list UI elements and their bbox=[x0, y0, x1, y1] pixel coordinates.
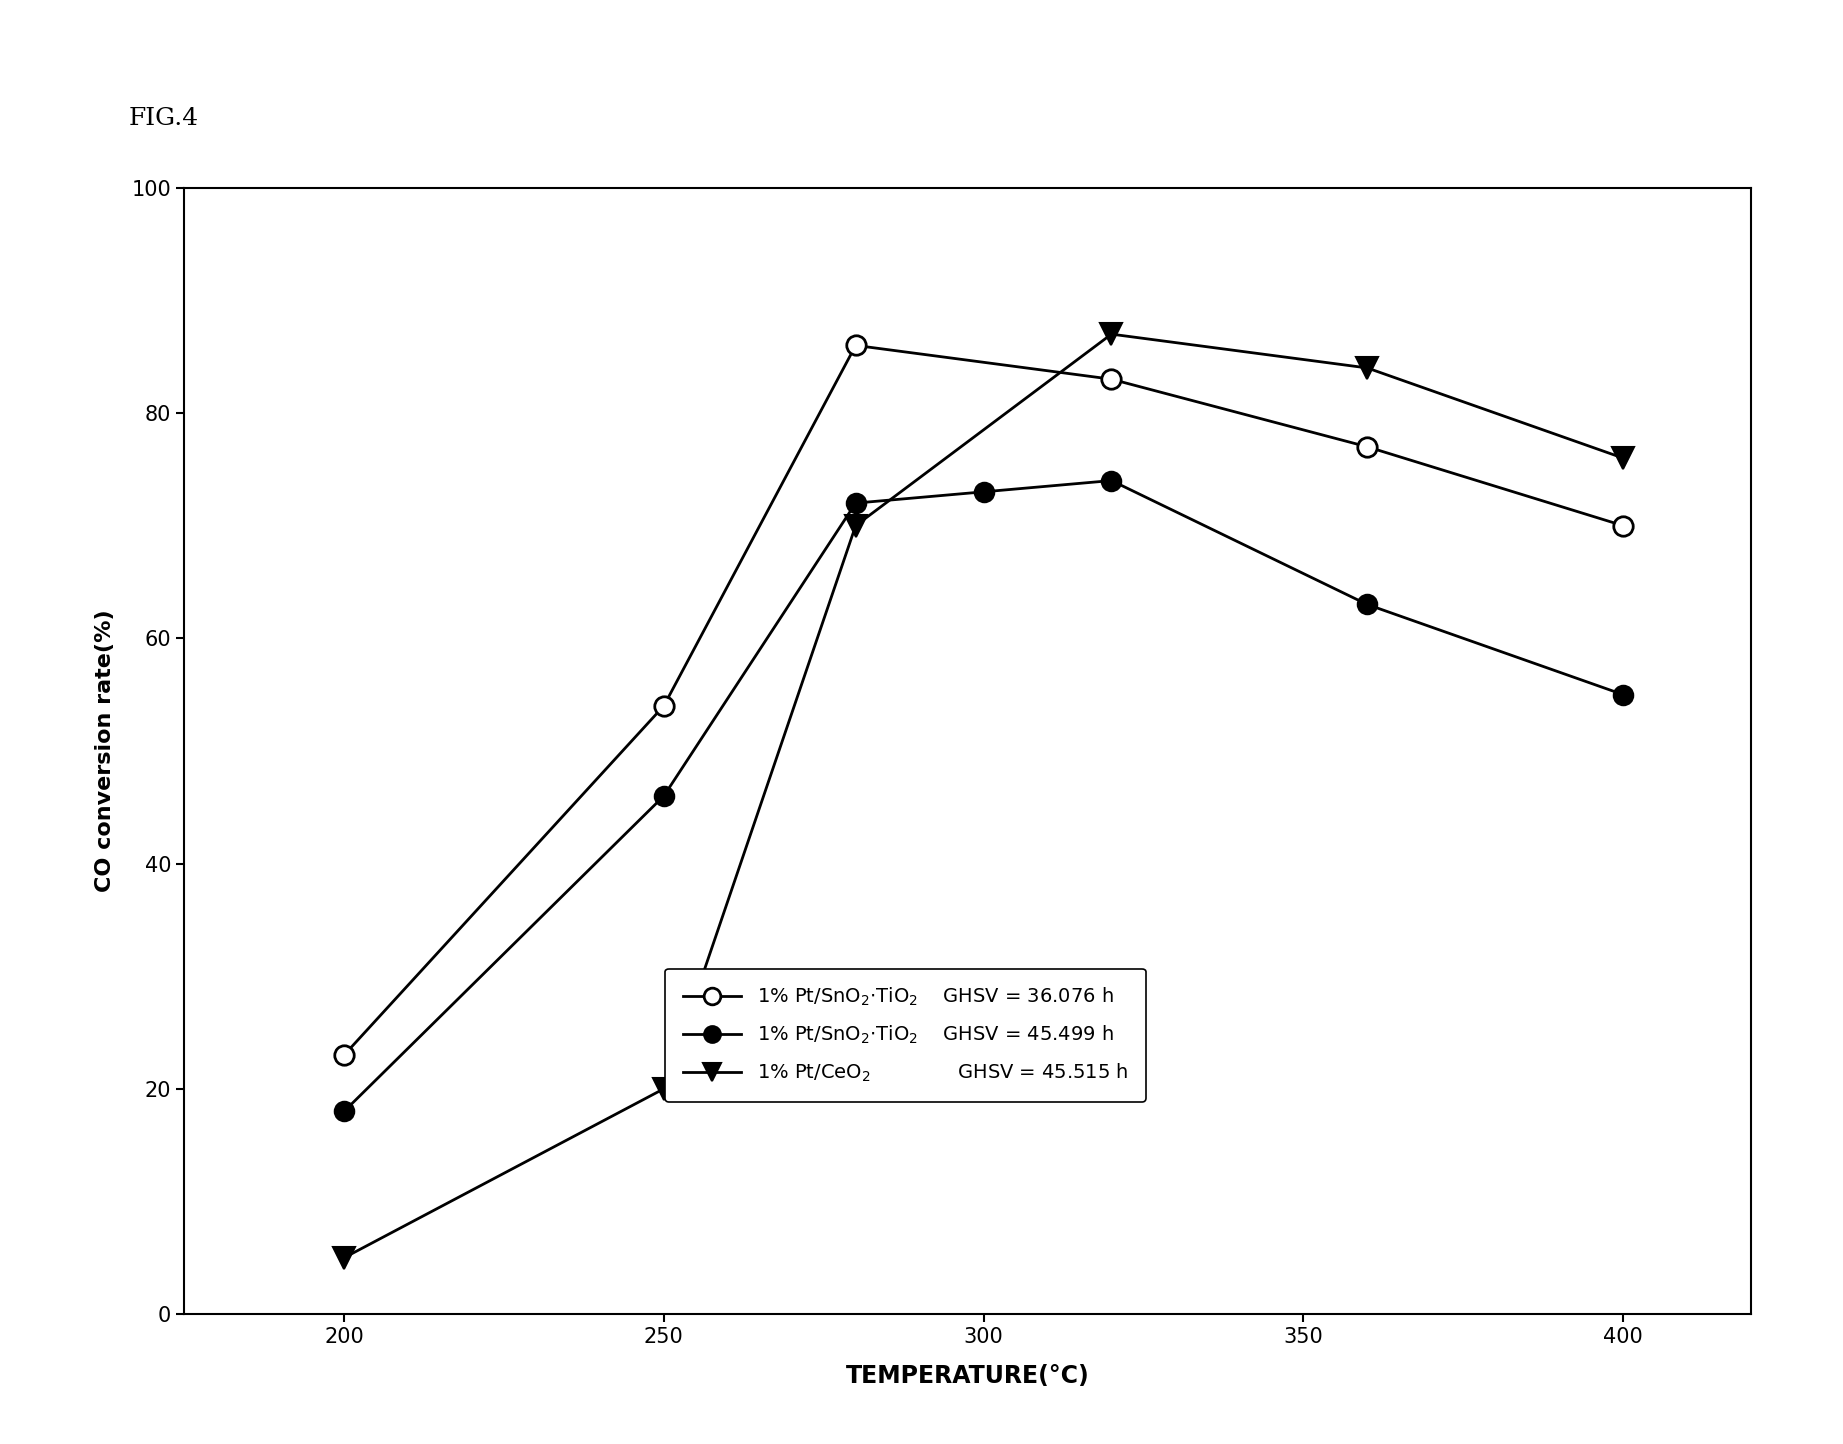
Y-axis label: CO conversion rate(%): CO conversion rate(%) bbox=[94, 609, 114, 892]
Text: FIG.4: FIG.4 bbox=[129, 107, 199, 130]
X-axis label: TEMPERATURE(°C): TEMPERATURE(°C) bbox=[846, 1365, 1089, 1388]
Legend: 1% Pt/SnO$_2$$\cdot$TiO$_2$    GHSV = 36.076 h, 1% Pt/SnO$_2$$\cdot$TiO$_2$    G: 1% Pt/SnO$_2$$\cdot$TiO$_2$ GHSV = 36.07… bbox=[665, 969, 1146, 1102]
